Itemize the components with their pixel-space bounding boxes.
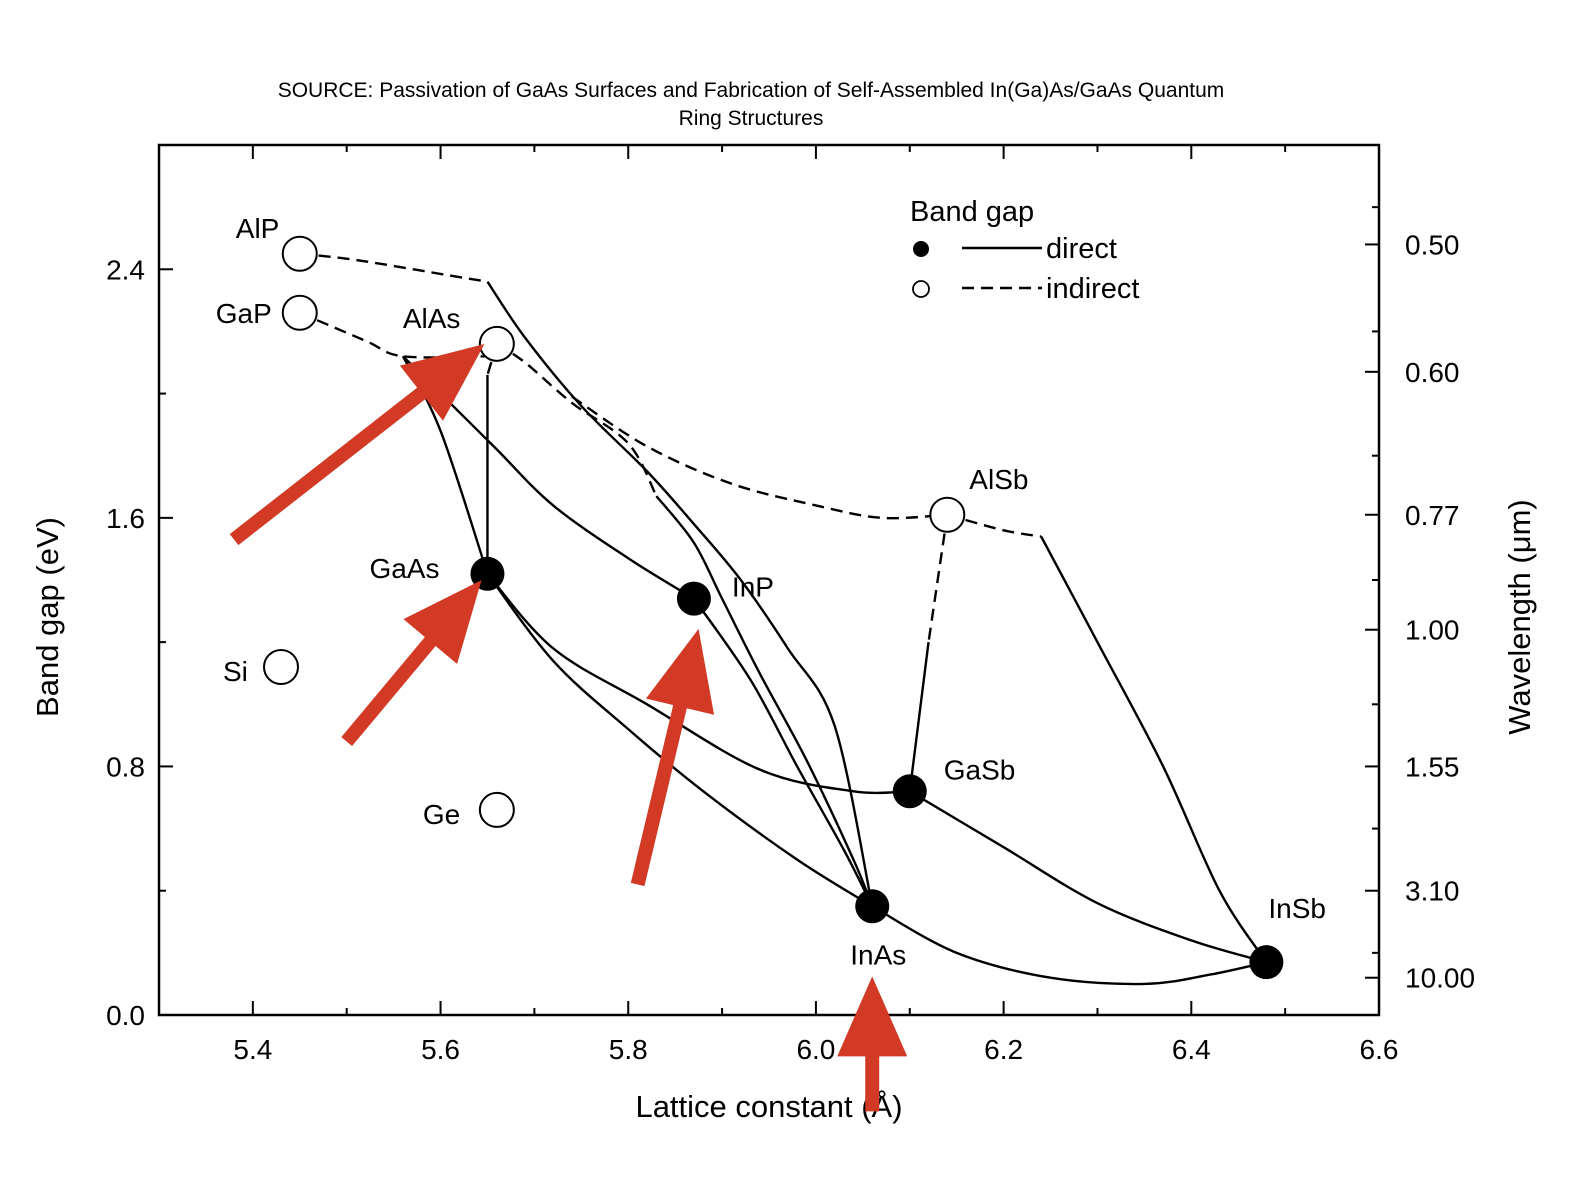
point-label-alp: AlP [236,213,280,244]
curve-solid-9 [486,572,910,795]
legend-direct-label: direct [1046,233,1117,265]
y-tick-label: 0.8 [106,751,145,782]
curve-solid-4 [402,355,695,600]
point-alsb [929,496,966,533]
x-tick-label: 6.0 [796,1034,835,1065]
point-label-gap: GaP [216,298,272,329]
x-tick-label: 6.6 [1360,1034,1399,1065]
curve-solid-16 [1040,535,1268,963]
curve-dashed-0 [299,252,488,283]
legend: Band gap direct indirect [910,196,1140,305]
point-label-gaas: GaAs [369,553,439,584]
curve-dashed-5 [496,342,658,497]
curve-solid-10 [486,573,873,908]
x-tick-label: 5.4 [233,1034,272,1065]
y2-tick-label: 0.50 [1405,229,1460,260]
y-axis-label: Band gap (eV) [30,517,65,717]
legend-indirect-marker [912,280,930,298]
point-label-ge: Ge [423,799,460,830]
axes-layer: 5.4 5.6 5.8 6.0 6.2 6.4 6.6 0.0 0.8 1.6 2.4 0.50 0.6… [106,145,1475,1065]
curve-solid-6 [655,495,874,907]
y2-tick-label: 0.77 [1405,500,1460,531]
point-gaas [470,556,505,591]
x-axis-label: Lattice constant (Å) [635,1089,902,1124]
y2-axis-label: Wavelength (μm) [1502,499,1537,735]
point-gap [281,294,318,331]
x-tick-label: 6.2 [984,1034,1023,1065]
legend-title: Band gap [910,196,1034,228]
y2-tick-label: 1.55 [1405,751,1460,782]
point-alas [478,325,515,362]
point-si [263,649,299,685]
x-tick-label: 6.4 [1172,1034,1211,1065]
point-label-gasb: GaSb [944,754,1016,785]
point-inas [855,889,890,924]
points-layer: AlP GaP AlAs AlSb Si Ge GaAs InP GaSb InAs InSb [216,213,1326,980]
curve-solid-18 [871,905,1267,986]
curve-dashed-13 [927,514,949,643]
point-inp [676,581,711,616]
legend-indirect-label: indirect [1046,273,1140,305]
point-label-inp: InP [732,572,774,603]
point-insb [1249,945,1284,980]
x-tick-label: 5.6 [421,1034,460,1065]
point-label-alas: AlAs [403,303,461,334]
point-label-alsb: AlSb [969,464,1028,495]
point-label-si: Si [223,656,248,687]
point-label-insb: InSb [1268,893,1326,924]
chart-subtitle: Ring Structures [678,107,824,130]
point-label-inas: InAs [850,939,906,970]
y2-tick-label: 1.00 [1405,615,1460,646]
y-tick-label: 2.4 [106,254,145,285]
point-alp [281,235,318,272]
y2-tick-label: 10.00 [1405,963,1475,994]
y-tick-label: 1.6 [106,503,145,534]
x-tick-label: 5.8 [609,1034,648,1065]
curve-solid-11 [692,597,874,907]
annotation-arrow-2 [341,580,482,747]
curve-solid-1 [486,281,874,907]
curve-dashed-12 [571,395,948,520]
point-ge [478,791,515,828]
y-tick-label: 0.0 [106,1000,145,1031]
curve-dashed-15 [946,513,1042,538]
chart-title: SOURCE: Passivation of GaAs Surfaces and… [277,79,1225,102]
y2-tick-label: 0.60 [1405,357,1460,388]
y2-tick-label: 3.10 [1405,876,1460,907]
annotation-arrow-1 [229,343,485,546]
point-gasb [892,774,927,809]
curve-solid-14 [908,641,930,792]
curve-solid-17 [909,790,1267,964]
annotation-arrow-3 [630,628,715,887]
legend-direct-marker [913,241,929,257]
